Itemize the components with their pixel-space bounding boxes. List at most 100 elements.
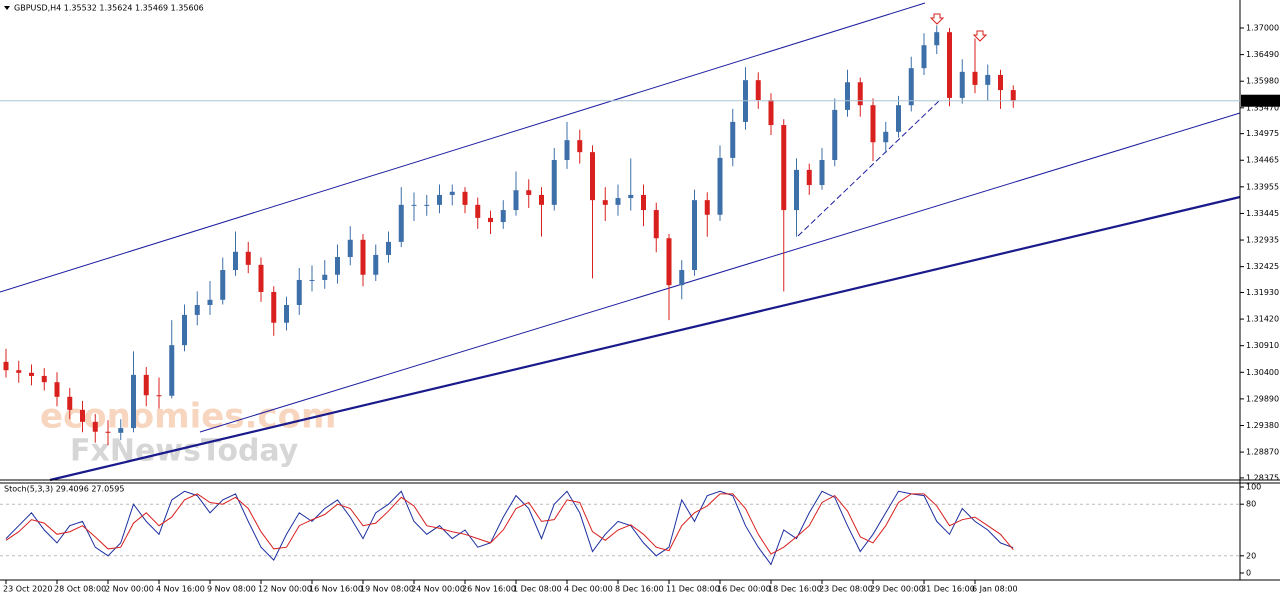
candle-body (233, 251, 238, 271)
candle-body (143, 374, 149, 396)
candle-body (271, 291, 277, 323)
candle-body (284, 304, 289, 323)
candle-body (526, 190, 532, 195)
candle-body (781, 125, 787, 211)
y-tick-label: 1.29890 (1246, 394, 1279, 403)
candle-body (972, 71, 978, 85)
stoch-line (5, 490, 1014, 566)
y-tick-label: 1.31420 (1246, 315, 1279, 324)
candle-body (564, 140, 570, 160)
y-tick-label: 1.28375 (1246, 473, 1279, 482)
channel-line (199, 112, 1241, 433)
candle-body (819, 159, 825, 186)
fractal-arrow (929, 13, 945, 25)
x-tick-label: 16 Nov 16:00 (309, 585, 363, 594)
candle-body (437, 194, 442, 205)
x-tick-label: 2 Nov 00:00 (105, 585, 154, 594)
candle-body (245, 251, 251, 265)
candle-body (870, 105, 876, 143)
candle-body (679, 270, 685, 286)
x-tick-label: 1 Dec 08:00 (513, 585, 562, 594)
candle-body (577, 140, 583, 153)
candle-body (475, 204, 481, 218)
last-price-label: 1.35606 (1245, 96, 1278, 105)
candle-body (398, 204, 404, 242)
candle-body (590, 152, 595, 201)
candle-body (449, 191, 455, 195)
candle-body (80, 409, 85, 422)
chart-title: GBPUSD,H4 1.35532 1.35624 1.35469 1.3560… (14, 4, 204, 13)
candle-body (105, 431, 111, 433)
candle-body (386, 241, 391, 255)
candle-body (1010, 90, 1016, 101)
candle-body (985, 74, 991, 85)
y-tick-label: 1.32935 (1246, 236, 1279, 245)
menu-arrow[interactable] (4, 6, 10, 10)
candle-body (704, 200, 710, 215)
candle-body (959, 71, 965, 98)
x-tick-label: 24 Nov 00:00 (411, 585, 465, 594)
candle-body (207, 299, 213, 305)
candle-body (335, 257, 340, 275)
candle-body (551, 159, 557, 205)
candle-body (666, 238, 672, 286)
channel-line (49, 195, 1241, 482)
candle-body (29, 372, 34, 376)
candle-body (3, 361, 9, 371)
last-price-box (1241, 94, 1280, 107)
candle-body (92, 421, 98, 432)
y-tick-label: 1.35980 (1246, 77, 1279, 86)
candle-body (883, 131, 889, 143)
x-tick-label: 8 Dec 16:00 (615, 585, 664, 594)
x-tick-label: 23 Dec 08:00 (819, 585, 873, 594)
candle-body (462, 191, 468, 205)
x-tick-label: 9 Nov 08:00 (207, 585, 256, 594)
channel-line (0, 2, 926, 293)
candle-body (347, 239, 353, 258)
candle-body (156, 395, 162, 397)
y-tick-label: 1.33445 (1246, 209, 1279, 218)
candle-body (182, 314, 187, 346)
candle-body (54, 382, 60, 397)
fractal-arrow (972, 30, 988, 42)
candle-body (67, 396, 73, 410)
candle-body (641, 194, 646, 211)
candle-body (16, 370, 22, 373)
y-tick-label: 1.29380 (1246, 421, 1279, 430)
x-tick-label: 26 Nov 16:00 (462, 585, 516, 594)
watermark: FxNewsToday (70, 434, 299, 469)
x-tick-label: 29 Dec 00:00 (870, 585, 924, 594)
x-tick-label: 23 Oct 2020 (3, 585, 52, 594)
candle-body (717, 157, 723, 215)
y-tick-label: 1.37000 (1246, 24, 1279, 33)
candle-body (296, 279, 302, 305)
y-tick-label: 1.30400 (1246, 368, 1279, 377)
candle-body (539, 194, 544, 205)
candle-body (768, 99, 774, 126)
candle-body (602, 200, 608, 205)
x-tick-label: 4 Dec 00:00 (564, 585, 613, 594)
candle-body (411, 204, 417, 206)
candle-body (934, 32, 940, 46)
y-tick-label: 1.34465 (1246, 156, 1279, 165)
candle-body (896, 105, 901, 132)
candle-body (615, 198, 621, 205)
y-tick-label: 0 (1246, 569, 1251, 578)
candle-body (220, 270, 226, 300)
candle-body (360, 239, 366, 275)
x-tick-label: 18 Dec 16:00 (768, 585, 822, 594)
candle-body (373, 254, 379, 275)
candle-body (118, 428, 124, 433)
y-tick-label: 1.30910 (1246, 341, 1279, 350)
candle-body (500, 210, 506, 223)
x-tick-label: 16 Dec 00:00 (717, 585, 771, 594)
candle-body (845, 82, 850, 110)
candle-body (857, 82, 863, 106)
candle-body (794, 169, 799, 211)
x-tick-label: 12 Nov 00:00 (258, 585, 312, 594)
stoch-line (5, 493, 1014, 555)
y-tick-label: 1.36490 (1246, 50, 1279, 59)
candle-body (653, 210, 659, 239)
